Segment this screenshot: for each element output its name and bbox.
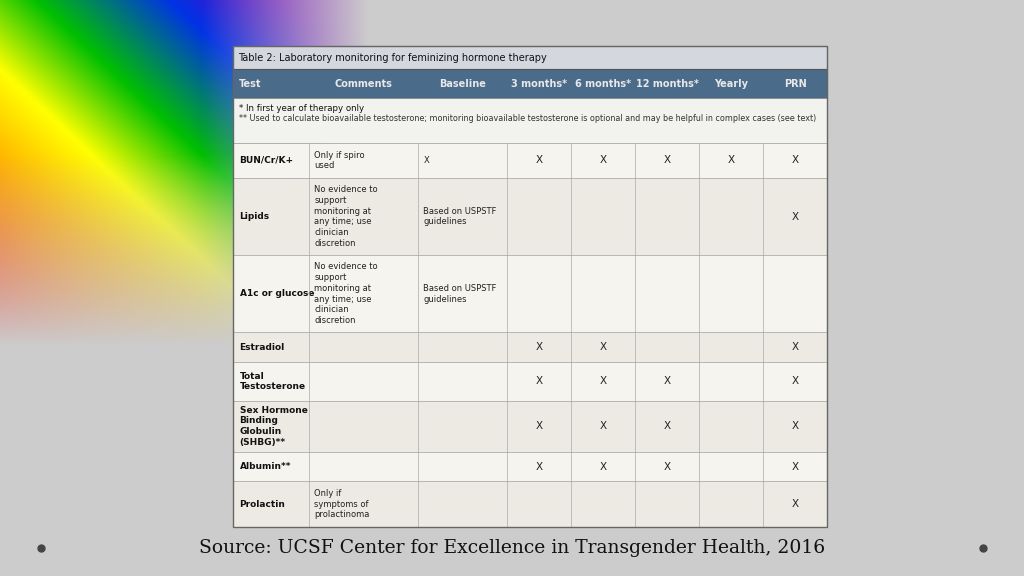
Text: Source: UCSF Center for Excellence in Transgender Health, 2016: Source: UCSF Center for Excellence in Tr… (199, 539, 825, 558)
Text: Test: Test (239, 78, 261, 89)
Text: Only if spiro
used: Only if spiro used (314, 150, 366, 170)
Text: X: X (536, 156, 543, 165)
Text: Albumin**: Albumin** (240, 462, 291, 471)
Text: No evidence to
support
monitoring at
any time; use
clinician
discretion: No evidence to support monitoring at any… (314, 262, 378, 325)
Bar (233, 255, 827, 332)
Text: X: X (792, 156, 799, 165)
Text: X: X (792, 211, 799, 222)
Text: ** Used to calculate bioavailable testosterone; monitoring bioavailable testoste: ** Used to calculate bioavailable testos… (239, 114, 816, 123)
Text: X: X (600, 342, 607, 353)
Bar (233, 401, 827, 452)
Text: X: X (792, 342, 799, 353)
Bar (233, 98, 827, 143)
Text: X: X (536, 461, 543, 472)
Bar (233, 46, 827, 527)
Text: No evidence to
support
monitoring at
any time; use
clinician
discretion: No evidence to support monitoring at any… (314, 185, 378, 248)
Text: X: X (664, 421, 671, 431)
Bar (233, 482, 827, 527)
Text: Sex Hormone
Binding
Globulin
(SHBG)**: Sex Hormone Binding Globulin (SHBG)** (240, 406, 307, 447)
Text: Comments: Comments (335, 78, 393, 89)
Text: Prolactin: Prolactin (240, 500, 286, 509)
Text: X: X (664, 156, 671, 165)
Text: 6 months*: 6 months* (575, 78, 632, 89)
Text: X: X (600, 461, 607, 472)
Bar (233, 143, 827, 178)
Text: X: X (664, 461, 671, 472)
Text: Total
Testosterone: Total Testosterone (240, 372, 306, 391)
Text: X: X (792, 377, 799, 386)
Text: X: X (536, 421, 543, 431)
Text: X: X (536, 342, 543, 353)
Text: Baseline: Baseline (439, 78, 486, 89)
Text: 12 months*: 12 months* (636, 78, 698, 89)
Text: X: X (600, 377, 607, 386)
Text: X: X (728, 156, 735, 165)
Bar (233, 362, 827, 401)
Text: X: X (536, 377, 543, 386)
Bar (233, 452, 827, 482)
Text: Only if
symptoms of
prolactinoma: Only if symptoms of prolactinoma (314, 489, 370, 520)
Bar (233, 46, 827, 69)
Text: X: X (792, 461, 799, 472)
Bar (233, 69, 827, 98)
Text: Lipids: Lipids (240, 212, 269, 221)
Text: BUN/Cr/K+: BUN/Cr/K+ (240, 156, 294, 165)
Text: X: X (600, 156, 607, 165)
Text: PRN: PRN (784, 78, 807, 89)
Text: Yearly: Yearly (715, 78, 749, 89)
Text: A1c or glucose: A1c or glucose (240, 289, 314, 298)
Text: Based on USPSTF
guidelines: Based on USPSTF guidelines (423, 284, 497, 304)
Text: * In first year of therapy only: * In first year of therapy only (239, 104, 364, 113)
Text: X: X (792, 499, 799, 509)
Bar (233, 178, 827, 255)
Text: X: X (664, 377, 671, 386)
Text: X: X (792, 421, 799, 431)
Text: X: X (423, 156, 429, 165)
Text: Estradiol: Estradiol (240, 343, 285, 352)
Bar (233, 332, 827, 362)
Text: Based on USPSTF
guidelines: Based on USPSTF guidelines (423, 207, 497, 226)
Text: X: X (600, 421, 607, 431)
Text: Table 2: Laboratory monitoring for feminizing hormone therapy: Table 2: Laboratory monitoring for femin… (238, 52, 547, 63)
Text: 3 months*: 3 months* (511, 78, 567, 89)
